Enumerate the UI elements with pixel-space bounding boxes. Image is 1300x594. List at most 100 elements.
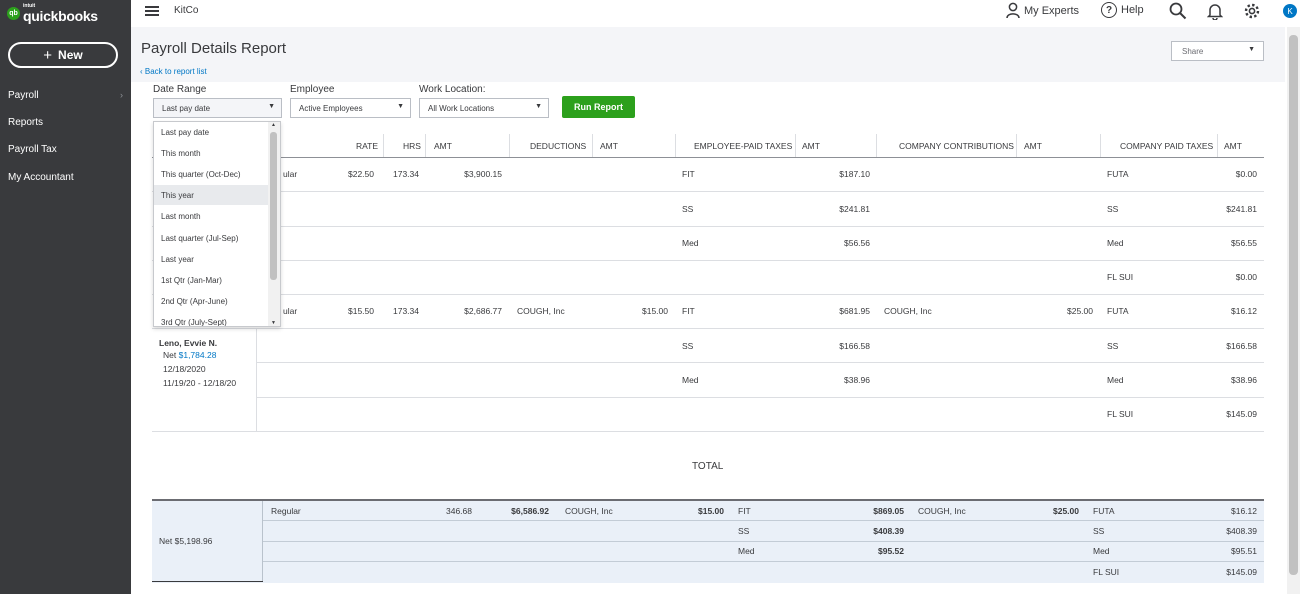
- report-header: [131, 27, 1285, 82]
- sidebar-item-reports[interactable]: Reports: [8, 117, 123, 128]
- scrollbar-thumb[interactable]: [1289, 35, 1298, 575]
- date-range-label: Date Range: [153, 84, 207, 95]
- col-header-employee-paid-taxes: EMPLOYEE-PAID TAXES: [694, 141, 793, 151]
- page-title: Payroll Details Report: [141, 40, 287, 57]
- col-header-company-contributions: COMPANY CONTRIBUTIONS: [899, 141, 1014, 151]
- sidebar-item-label: My Accountant: [8, 172, 74, 183]
- rate: $22.50: [348, 169, 374, 179]
- company-tax-amt: $16.12: [1231, 306, 1257, 316]
- company-tax-amt: $241.81: [1226, 204, 1257, 214]
- quickbooks-logo[interactable]: qb intuit quickbooks: [7, 4, 98, 23]
- contribution-amt: $25.00: [1053, 506, 1079, 516]
- dropdown-option[interactable]: Last quarter (Jul-Sep): [161, 234, 239, 243]
- sidebar-item-my-accountant[interactable]: My Accountant: [8, 172, 123, 183]
- col-header-company-tax-amt: AMT: [1224, 141, 1242, 151]
- my-experts-button[interactable]: My Experts: [1006, 2, 1079, 19]
- pay-period: 11/19/20 - 12/18/20: [163, 378, 237, 388]
- dropdown-scrollbar-thumb[interactable]: [270, 132, 277, 280]
- pay-type: ular: [283, 306, 298, 316]
- company-tax-amt: $95.51: [1231, 546, 1257, 556]
- chevron-left-icon: ‹: [140, 67, 145, 76]
- company-tax-amt: $145.09: [1226, 409, 1257, 419]
- net-amount-link[interactable]: $1,784.28: [178, 350, 217, 360]
- bell-icon[interactable]: [1207, 2, 1223, 20]
- company-tax-amt: $145.09: [1226, 567, 1257, 577]
- contribution-name: COUGH, Inc: [918, 506, 966, 516]
- scroll-up-icon[interactable]: ▲: [271, 122, 276, 128]
- company-tax-name: SS: [1107, 204, 1119, 214]
- employee-tax-name: Med: [682, 375, 699, 385]
- scroll-down-icon[interactable]: ▼: [271, 320, 276, 326]
- col-header-deductions: DEDUCTIONS: [530, 141, 587, 151]
- amount: $2,686.77: [464, 306, 502, 316]
- search-icon[interactable]: [1169, 2, 1187, 20]
- employee-tax-amt: $56.56: [844, 238, 870, 248]
- company-tax-name: Med: [1107, 238, 1124, 248]
- sidebar-item-label: Reports: [8, 117, 44, 128]
- new-button[interactable]: + New: [8, 42, 118, 68]
- deduction-name: COUGH, Inc: [565, 506, 613, 516]
- date-range-value: Last pay date: [162, 104, 211, 113]
- caret-down-icon: ▼: [535, 103, 542, 110]
- deduction-name: COUGH, Inc: [517, 306, 565, 316]
- dropdown-option-highlighted[interactable]: This year: [154, 185, 270, 205]
- sidebar-item-label: Payroll: [8, 90, 39, 101]
- dropdown-option[interactable]: 1st Qtr (Jan-Mar): [161, 276, 222, 285]
- dropdown-option[interactable]: This quarter (Oct-Dec): [161, 170, 241, 179]
- date-range-select[interactable]: Last pay date ▼: [153, 98, 282, 118]
- sidebar: qb intuit quickbooks + New Payroll › Rep…: [0, 0, 131, 594]
- avatar[interactable]: K: [1283, 4, 1297, 18]
- intuit-wordmark: intuit: [23, 3, 36, 9]
- date-range-dropdown-menu: Last pay date This month This quarter (O…: [153, 121, 281, 327]
- run-report-button[interactable]: Run Report: [562, 96, 635, 118]
- employee-tax-amt: $681.95: [839, 306, 870, 316]
- dropdown-option[interactable]: This month: [161, 149, 201, 158]
- employee-tax-amt: $241.81: [839, 204, 870, 214]
- page-scrollbar[interactable]: [1287, 27, 1300, 594]
- help-button[interactable]: ? Help: [1101, 2, 1144, 18]
- company-tax-name: Med: [1093, 546, 1110, 556]
- col-header-contribution-amt: AMT: [1024, 141, 1042, 151]
- hours: 346.68: [446, 506, 472, 516]
- contribution-name: COUGH, Inc: [884, 306, 932, 316]
- dropdown-option[interactable]: Last pay date: [161, 128, 210, 137]
- work-location-label: Work Location:: [419, 84, 486, 95]
- employee-name[interactable]: Leno, Evvie N.: [159, 338, 218, 348]
- dropdown-option[interactable]: 3rd Qtr (July-Sept): [161, 318, 227, 327]
- dropdown-option[interactable]: 2nd Qtr (Apr-June): [161, 297, 228, 306]
- amount: $3,900.15: [464, 169, 502, 179]
- back-to-report-list-link[interactable]: ‹ Back to report list: [140, 67, 207, 76]
- col-header-deduction-amt: AMT: [600, 141, 618, 151]
- share-dropdown[interactable]: Share ▼: [1171, 41, 1264, 61]
- contribution-amt: $25.00: [1067, 306, 1093, 316]
- work-location-select[interactable]: All Work Locations ▼: [419, 98, 549, 118]
- pay-date: 12/18/2020: [163, 364, 206, 374]
- amount: $6,586.92: [511, 506, 549, 516]
- pay-type: ular: [283, 169, 298, 179]
- company-tax-name: FUTA: [1107, 306, 1129, 316]
- dropdown-scrollbar[interactable]: ▲ ▼: [268, 122, 280, 326]
- employee-tax-name: SS: [682, 341, 694, 351]
- person-icon: [1006, 2, 1020, 19]
- gear-icon[interactable]: [1243, 2, 1261, 20]
- employee-tax-amt: $187.10: [839, 169, 870, 179]
- employee-value: Active Employees: [299, 104, 363, 113]
- hamburger-menu-icon[interactable]: [145, 4, 159, 18]
- col-header-employee-tax-amt: AMT: [802, 141, 820, 151]
- qb-logo-icon: qb: [7, 7, 20, 20]
- total-label: TOTAL: [692, 461, 724, 472]
- dropdown-option[interactable]: Last month: [161, 212, 201, 221]
- pay-type: Regular: [271, 506, 301, 516]
- employee-label: Employee: [290, 84, 335, 95]
- dropdown-option[interactable]: Last year: [161, 255, 194, 264]
- employee-tax-name: SS: [682, 204, 694, 214]
- sidebar-item-payroll-tax[interactable]: Payroll Tax: [8, 144, 123, 155]
- employee-tax-name: Med: [738, 546, 755, 556]
- company-tax-name: FUTA: [1093, 506, 1115, 516]
- employee-select[interactable]: Active Employees ▼: [290, 98, 411, 118]
- my-experts-label: My Experts: [1024, 4, 1080, 17]
- sidebar-item-payroll[interactable]: Payroll ›: [8, 90, 123, 101]
- employee-tax-name: FIT: [682, 306, 695, 316]
- company-tax-amt: $56.55: [1231, 238, 1257, 248]
- quickbooks-wordmark: quickbooks: [23, 8, 98, 24]
